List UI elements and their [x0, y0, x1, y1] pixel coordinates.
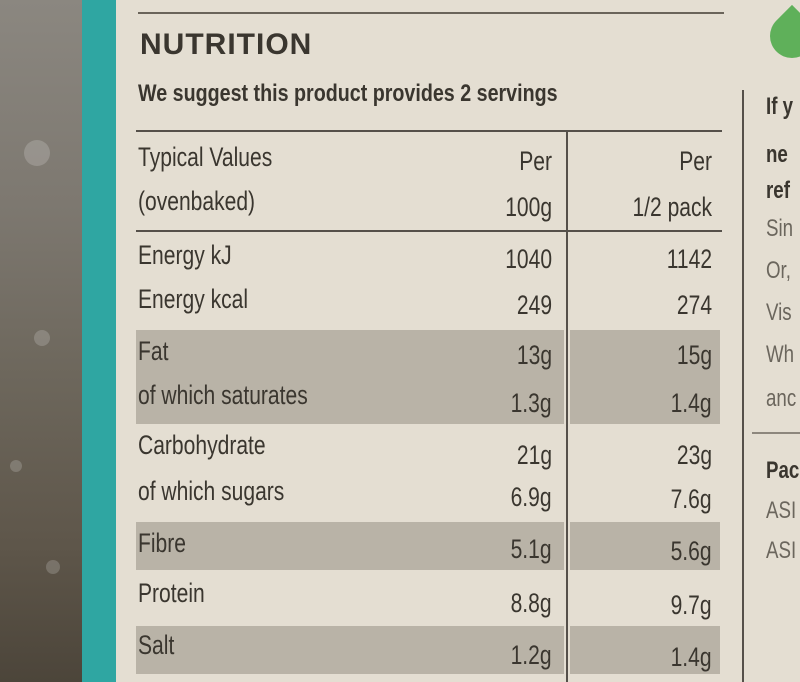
right-text-fragment: ref	[766, 177, 790, 204]
shaded-band-fat	[136, 330, 564, 424]
header-col2-line1: Per	[519, 146, 552, 176]
shaded-band-salt	[136, 626, 564, 674]
row-perhalf: 1.4g	[671, 388, 712, 418]
shaded-band-fibre	[570, 522, 720, 570]
row-label: Salt	[138, 630, 175, 660]
header-col1-line2: (ovenbaked)	[138, 186, 256, 216]
header-col3-line1: Per	[679, 146, 712, 176]
right-column-rule	[742, 90, 744, 682]
header-rule	[136, 230, 722, 232]
teal-stripe	[82, 0, 116, 682]
row-perhalf: 274	[676, 290, 712, 320]
row-perhalf: 5.6g	[671, 536, 712, 566]
row-perhalf: 7.6g	[671, 484, 712, 514]
row-label: Carbohydrate	[138, 430, 266, 460]
row-label: Fat	[138, 336, 169, 366]
header-col2-line2: 100g	[505, 192, 552, 222]
right-text-fragment: Or,	[766, 257, 791, 284]
table-top-rule	[136, 130, 722, 132]
right-text-fragment: Vis	[766, 299, 792, 326]
row-per100: 5.1g	[511, 534, 552, 564]
row-perhalf: 1.4g	[671, 642, 712, 672]
shaded-band-salt	[570, 626, 720, 674]
row-perhalf: 9.7g	[671, 590, 712, 620]
shaded-band-fibre	[136, 522, 564, 570]
column-divider	[566, 130, 568, 682]
row-perhalf: 1142	[666, 244, 712, 274]
row-per100: 1.2g	[511, 640, 552, 670]
header-col1-line1: Typical Values	[138, 142, 273, 172]
row-label: Energy kJ	[138, 240, 232, 270]
shaded-band-fat	[570, 330, 720, 424]
row-label: Protein	[138, 578, 205, 608]
row-per100: 21g	[516, 440, 552, 470]
row-label: of which saturates	[138, 380, 308, 410]
right-text-fragment: Sin	[766, 215, 794, 242]
right-section-rule	[752, 432, 800, 434]
right-text-fragment: anc	[766, 385, 797, 412]
servings-note: We suggest this product provides 2 servi…	[138, 80, 558, 107]
right-text-fragment: If y	[766, 93, 794, 120]
row-per100: 6.9g	[511, 482, 552, 512]
row-per100: 13g	[516, 340, 552, 370]
row-per100: 249	[516, 290, 552, 320]
packaging-edge	[0, 0, 86, 682]
row-per100: 1.3g	[511, 388, 552, 418]
row-per100: 8.8g	[511, 588, 552, 618]
right-text-fragment: ASI	[766, 497, 797, 524]
right-text-fragment: Pac	[766, 457, 800, 484]
right-text-fragment: ne	[766, 141, 788, 168]
row-label: Fibre	[138, 528, 186, 558]
nutrition-title: NUTRITION	[140, 28, 313, 61]
right-text-fragment: ASI	[766, 537, 797, 564]
top-rule	[138, 12, 724, 14]
nutrition-table: Typical Values (ovenbaked) Per 100g Per …	[136, 130, 722, 682]
row-label: of which sugars	[138, 476, 285, 506]
row-label: Energy kcal	[138, 284, 249, 314]
row-per100: 1040	[505, 244, 552, 274]
row-perhalf: 15g	[676, 340, 712, 370]
right-text-fragment: Wh	[766, 341, 795, 368]
row-perhalf: 23g	[676, 440, 712, 470]
header-col3-line2: 1/2 pack	[632, 192, 712, 222]
